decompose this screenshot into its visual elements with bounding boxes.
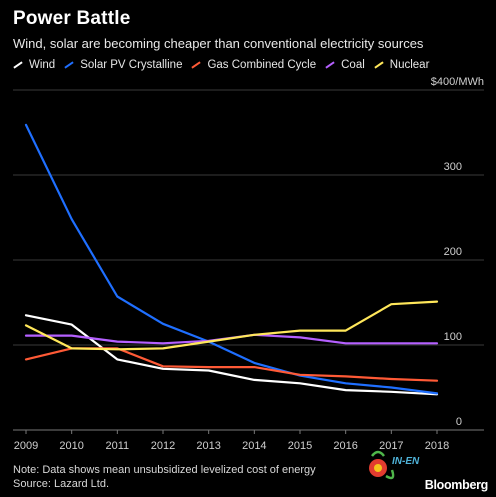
- x-tick-label: 2015: [288, 440, 312, 452]
- chart-title: Power Battle: [13, 8, 131, 29]
- x-tick-label: 2016: [333, 440, 357, 452]
- legend-item: Solar PV Crystalline: [64, 59, 182, 71]
- series-line-nuclear: [24, 300, 439, 351]
- x-tick-label: 2013: [196, 440, 220, 452]
- legend-label: Wind: [29, 59, 56, 71]
- legend-item: Wind: [13, 59, 55, 71]
- x-tick-label: 2009: [14, 440, 38, 452]
- legend-label: Coal: [341, 59, 365, 71]
- footnote: Note: Data shows mean unsubsidized level…: [13, 463, 316, 491]
- y-tick-label: 0: [456, 416, 462, 428]
- y-tick-label: 300: [444, 161, 462, 173]
- legend: Wind Solar PV Crystalline Gas Combined Cyc…: [13, 59, 438, 71]
- x-tick-label: 2018: [425, 440, 449, 452]
- x-tick-label: 2012: [151, 440, 175, 452]
- chart-subtitle: Wind, solar are becoming cheaper than co…: [13, 36, 424, 51]
- series-line-solar-pv-crystalline: [24, 123, 439, 395]
- note-text: Note: Data shows mean unsubsidized level…: [13, 464, 316, 476]
- legend-label: Nuclear: [389, 59, 430, 71]
- y-tick-label: 100: [444, 331, 462, 343]
- x-tick-label: 2017: [379, 440, 403, 452]
- bloomberg-logo: Bloomberg: [424, 478, 489, 492]
- x-tick-label: 2011: [106, 440, 130, 452]
- watermark-logo: IN-EN: [362, 446, 448, 490]
- legend-label: Gas Combined Cycle: [207, 59, 317, 71]
- legend-item: Coal: [325, 59, 365, 71]
- y-tick-label: 200: [444, 246, 462, 258]
- y-unit-label: $400/MWh: [431, 76, 484, 88]
- leaf-logo-icon: [369, 450, 395, 480]
- watermark-text: IN-EN: [392, 456, 420, 467]
- legend-item: Nuclear: [374, 59, 430, 71]
- legend-item: Gas Combined Cycle: [191, 59, 316, 71]
- series-line-wind: [24, 314, 439, 396]
- legend-label: Solar PV Crystalline: [80, 59, 183, 71]
- x-tick-label: 2010: [59, 440, 83, 452]
- x-tick-label: 2014: [242, 440, 266, 452]
- source-text: Source: Lazard Ltd.: [13, 478, 110, 490]
